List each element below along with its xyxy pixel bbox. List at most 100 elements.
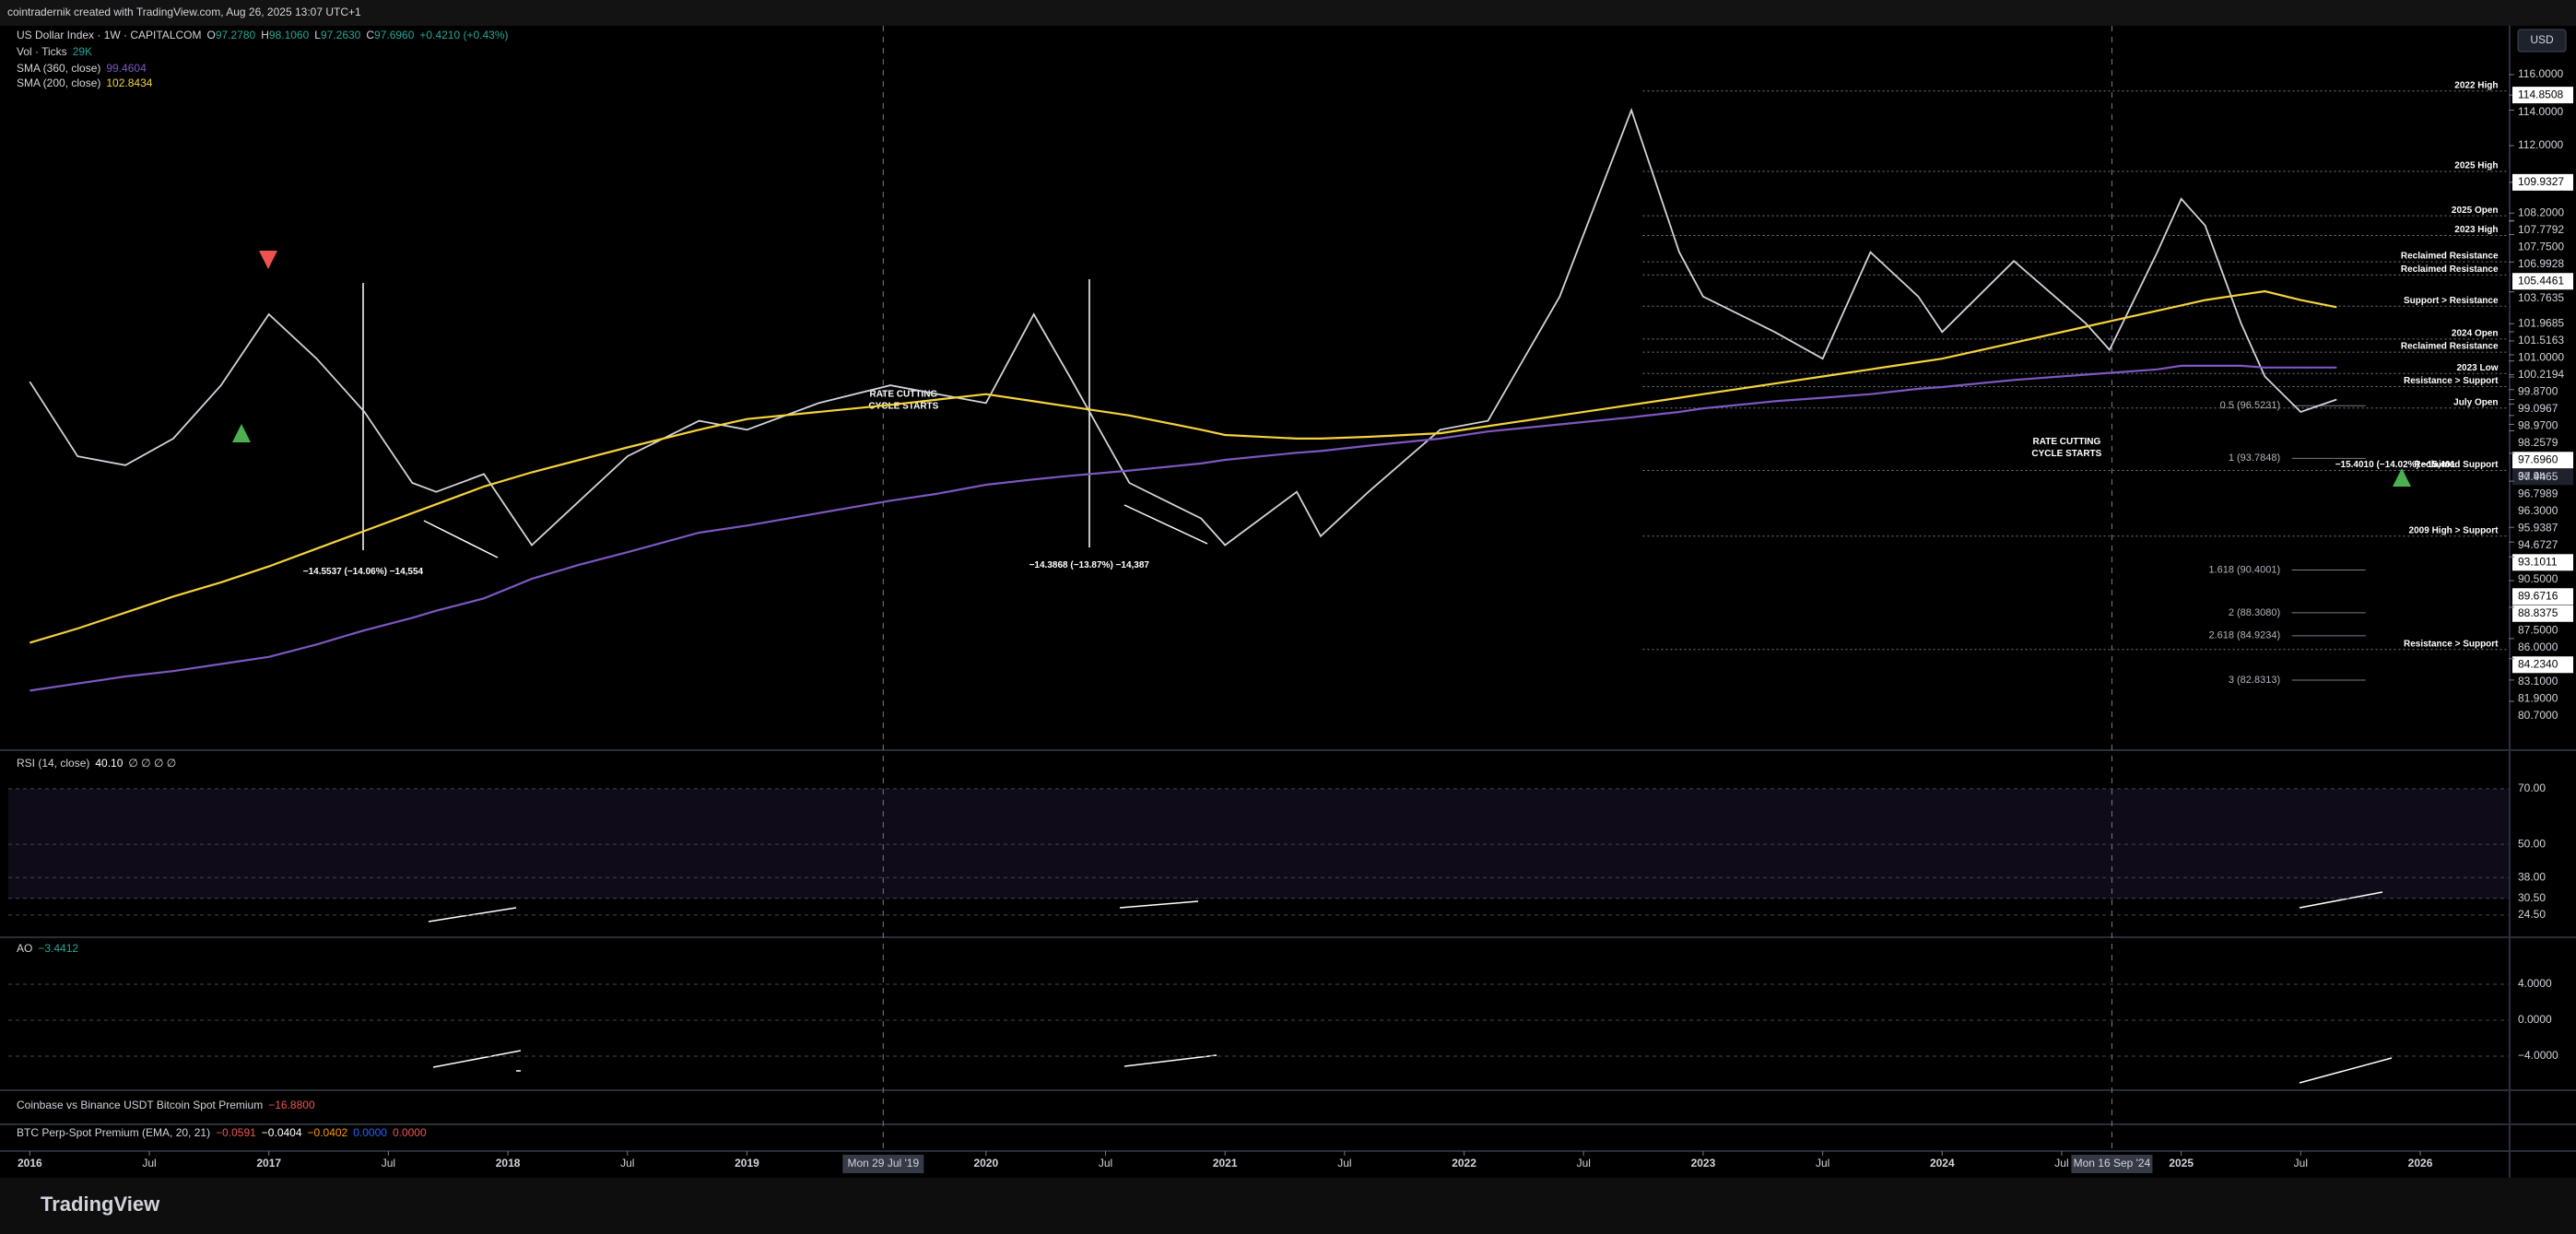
- y-tick-label: 97.6960: [2518, 452, 2558, 465]
- x-tick-label: Jul: [1816, 1157, 1829, 1169]
- legend-text: 97.2780: [216, 29, 256, 41]
- legend-text: 97.2630: [321, 29, 361, 41]
- y-tick-label: 38.00: [2518, 870, 2546, 883]
- footer-logo: TradingView: [41, 1193, 160, 1216]
- legend-text: H: [261, 29, 269, 41]
- y-tick-label: 4.0000: [2518, 977, 2552, 990]
- footer-bar: [0, 1178, 2576, 1234]
- legend-row: SMA (360, close) 99.4604: [17, 62, 147, 75]
- y-tick-label: 107.7500: [2518, 240, 2564, 253]
- x-tick-label: 2025: [2169, 1157, 2194, 1169]
- y-tick-label: 83.1000: [2518, 675, 2558, 688]
- y-tick-label: 109.9327: [2518, 175, 2564, 188]
- x-tick-label: 2017: [256, 1157, 281, 1169]
- chart-area: [0, 26, 2576, 1178]
- y-tick-label: 84.2340: [2518, 657, 2558, 670]
- countdown: 3d 9h: [2518, 469, 2546, 482]
- legend-text: SMA (360, close): [17, 62, 100, 75]
- pane-borders: [0, 26, 2576, 1178]
- level-label: Reclaimed Resistance: [2401, 252, 2499, 262]
- legend-row: US Dollar Index · 1W · CAPITALCOM O97.278…: [17, 29, 509, 41]
- level-label: Resistance > Support: [2404, 639, 2499, 649]
- y-tick-label: 95.9387: [2518, 521, 2558, 534]
- y-tick-label: 0.0000: [2518, 1013, 2552, 1026]
- level-label: 2009 High > Support: [2409, 525, 2500, 535]
- note: RATE CUTTING: [2033, 437, 2101, 447]
- x-tick-label: 2020: [973, 1157, 998, 1169]
- legend-text: 99.4604: [106, 62, 147, 75]
- y-tick-label: 103.7635: [2518, 291, 2564, 304]
- legend-row: Coinbase vs Binance USDT Bitcoin Spot Pr…: [17, 1099, 315, 1111]
- y-tick-label: −4.0000: [2518, 1049, 2558, 1062]
- y-tick-label: 30.50: [2518, 891, 2546, 904]
- x-tick-label: Jul: [142, 1157, 156, 1169]
- arrow-line: [2299, 1057, 2393, 1084]
- legend-text: −3.4412: [38, 942, 78, 955]
- legend-text: −0.0404: [262, 1126, 302, 1139]
- legend-text: Vol · Ticks: [17, 45, 67, 58]
- legend-text: L: [314, 29, 321, 41]
- y-tick-label: 24.50: [2518, 908, 2546, 921]
- y-tick-highlight: [2512, 554, 2573, 571]
- y-tick-highlight: [2512, 87, 2573, 104]
- y-tick-label: 80.7000: [2518, 709, 2558, 722]
- y-tick-label: 112.0000: [2518, 138, 2563, 151]
- y-tick-label: 50.00: [2518, 837, 2546, 850]
- y-tick-label: 94.6727: [2518, 538, 2558, 551]
- series-line: [29, 107, 2337, 546]
- fib-label: 1.618 (90.4001): [2208, 564, 2280, 575]
- legend-text: 29K: [73, 45, 92, 58]
- y-tick-label: 101.0000: [2518, 350, 2564, 363]
- arrow-line: [1123, 504, 1208, 545]
- arrow-line: [432, 1050, 522, 1068]
- legend-row: SMA (200, close) 102.8434: [17, 76, 153, 89]
- level-label: July Open: [2453, 397, 2498, 407]
- x-tick-label: 2022: [1452, 1157, 1476, 1169]
- legend-text: BTC Perp-Spot Premium (EMA, 20, 21): [17, 1126, 210, 1139]
- fib-label: 2.618 (84.9234): [2208, 630, 2280, 641]
- y-tick-label: 96.7989: [2518, 487, 2558, 499]
- legend-text: +0.4210 (+0.43%): [419, 29, 508, 41]
- currency-button[interactable]: [2517, 29, 2567, 53]
- legend-text: −0.0591: [216, 1126, 256, 1139]
- measure-label: −14.3868 (−13.87%) −14,387: [1029, 560, 1150, 570]
- countdown-box: [2512, 468, 2573, 486]
- up-arrow: [2393, 468, 2411, 487]
- y-tick-label: 93.1011: [2518, 555, 2558, 568]
- level-label: Reclaimed Resistance: [2401, 342, 2499, 352]
- y-tick-label: 96.3000: [2518, 504, 2558, 517]
- legend-text: 98.1060: [269, 29, 310, 41]
- y-tick-label: 97.4465: [2518, 470, 2558, 483]
- x-tick-label: 2024: [1930, 1157, 1955, 1169]
- x-tick-label: Jul: [2294, 1157, 2308, 1169]
- x-tick-label: 2016: [18, 1157, 42, 1169]
- arrow-line: [2299, 891, 2383, 909]
- series-line: [29, 364, 2337, 692]
- y-tick-label: 100.2194: [2518, 368, 2564, 381]
- legend-row: BTC Perp-Spot Premium (EMA, 20, 21) −0.05…: [17, 1126, 427, 1139]
- legend-text: −0.0402: [308, 1126, 348, 1139]
- y-tick-label: 101.9685: [2518, 316, 2564, 329]
- currency[interactable]: USD: [2530, 33, 2554, 46]
- legend-row: AO −3.4412: [17, 942, 78, 955]
- legend-text: ∅ ∅ ∅ ∅: [128, 757, 176, 770]
- arrow-line: [1123, 1054, 1217, 1067]
- y-tick-label: 86.0000: [2518, 641, 2558, 653]
- level-label: 2022 High: [2454, 80, 2498, 90]
- y-tick-label: 108.2000: [2518, 206, 2564, 218]
- legend-text: C: [366, 29, 374, 41]
- legend-text: 97.6960: [374, 29, 415, 41]
- y-tick-label: 114.0000: [2518, 105, 2563, 118]
- header-bar: [0, 0, 2576, 26]
- y-tick-highlight: [2512, 588, 2573, 605]
- x-tick-label: Jul: [382, 1157, 395, 1169]
- level-label: 2024 Open: [2452, 328, 2499, 338]
- y-tick-label: 89.6716: [2518, 589, 2558, 602]
- measure-lines: [362, 279, 2393, 1084]
- up-arrow: [232, 424, 251, 442]
- x-tick-label: Jul: [1577, 1157, 1591, 1169]
- level-label: 2025 Open: [2452, 206, 2499, 216]
- down-arrow: [259, 251, 277, 269]
- legend-row: RSI (14, close) 40.10 ∅ ∅ ∅ ∅: [17, 757, 176, 770]
